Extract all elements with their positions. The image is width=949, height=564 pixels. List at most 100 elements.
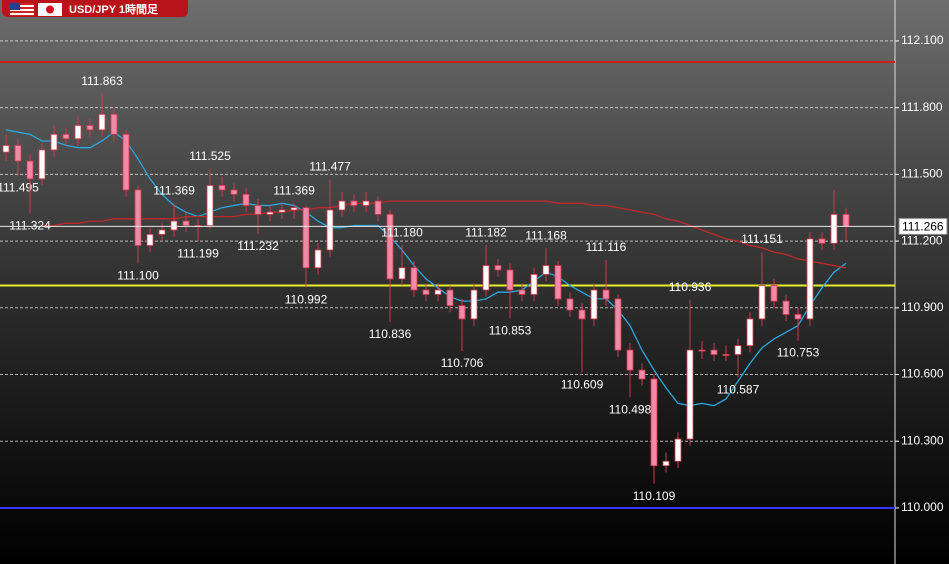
y-tick-label: 112.100 [901, 33, 944, 47]
candle-body [14, 145, 22, 162]
y-tick-label: 110.900 [901, 300, 944, 314]
candle-body [530, 274, 538, 295]
y-tick-label: 111.200 [901, 233, 943, 247]
candle-body [770, 285, 778, 302]
chart-title: USD/JPY 1時間足 [69, 3, 159, 16]
candle-body [50, 133, 58, 151]
candle-body [242, 193, 250, 206]
candle-body [422, 289, 430, 295]
candle-body [698, 349, 706, 352]
candle-body [2, 145, 10, 153]
moving-average-line [42, 200, 847, 269]
candle-body [266, 211, 274, 215]
candle-body [470, 289, 478, 320]
high-label: 111.180 [381, 226, 423, 240]
candle-body [74, 125, 82, 140]
candle-body [122, 133, 130, 191]
low-label: 110.706 [441, 356, 484, 370]
candle-body [566, 298, 574, 311]
high-label: 111.151 [741, 232, 783, 246]
candle-body [362, 200, 370, 206]
candle-body [86, 125, 94, 131]
high-label: 111.369 [273, 184, 315, 198]
candle-body [662, 460, 670, 467]
candle-body [410, 267, 418, 291]
candle-body [386, 213, 394, 280]
candle-body [818, 238, 826, 244]
candle-body [374, 200, 382, 215]
candle-body [326, 209, 334, 251]
candle-body [26, 160, 34, 180]
high-label: 111.863 [81, 74, 123, 88]
candle-body [110, 113, 118, 135]
low-label: 111.199 [177, 246, 219, 260]
candle-body [506, 269, 514, 291]
candle-body [62, 133, 70, 140]
y-tick-label: 110.000 [901, 500, 944, 514]
candle-body [302, 207, 310, 269]
candle-body [782, 300, 790, 315]
y-tick-label: 111.800 [901, 100, 943, 114]
candle-body [578, 309, 586, 320]
candle-body [278, 209, 286, 213]
y-tick-label: 110.300 [901, 433, 944, 447]
low-label: 110.753 [777, 346, 820, 360]
candle-body [170, 220, 178, 231]
candle-body [182, 220, 190, 226]
high-label: 111.168 [525, 228, 567, 242]
y-tick-label: 110.600 [901, 367, 944, 381]
candle-body [146, 234, 154, 246]
candle-body [542, 265, 550, 275]
last-price-box [898, 217, 948, 235]
candle-body [482, 265, 490, 291]
low-label: 111.324 [9, 219, 51, 233]
candle-body [554, 265, 562, 300]
candle-body [218, 185, 226, 191]
low-label: 111.232 [237, 239, 279, 253]
candle-body [290, 207, 298, 211]
candle-body [350, 200, 358, 206]
candle-body [338, 200, 346, 211]
candle-body [230, 189, 238, 195]
candle-body [650, 378, 658, 467]
candle-body [494, 265, 502, 271]
candle-body [206, 185, 214, 226]
high-label: 110.936 [669, 280, 712, 294]
candle-body [746, 318, 754, 347]
candle-body [134, 189, 142, 246]
candle-body [794, 314, 802, 320]
candle-body [518, 289, 526, 295]
symbol-header: USD/JPY 1時間足 [2, 0, 188, 17]
candle-body [590, 289, 598, 320]
low-label: 110.992 [285, 293, 328, 307]
candle-body [674, 438, 682, 462]
low-label: 111.495 [0, 181, 39, 195]
y-tick-label: 111.500 [901, 167, 943, 181]
candle-body [806, 238, 814, 320]
low-label: 110.587 [717, 383, 760, 397]
candle-body [830, 213, 838, 244]
candle-body [458, 305, 466, 320]
candle-body [434, 289, 442, 295]
low-label: 111.100 [117, 268, 159, 282]
high-label: 111.116 [586, 240, 627, 254]
moving-average-line [5, 129, 847, 407]
low-label: 110.836 [369, 327, 412, 341]
high-label: 111.477 [309, 160, 351, 174]
candle-body [842, 213, 850, 227]
candle-body [314, 249, 322, 269]
low-label: 110.498 [609, 402, 652, 416]
high-label: 111.525 [189, 149, 231, 163]
high-label: 111.369 [153, 184, 195, 198]
candle-body [686, 349, 694, 440]
flags [10, 2, 62, 16]
candle-body [446, 289, 454, 306]
candle-body [98, 113, 106, 131]
last-price-label: 111.266 [902, 220, 944, 234]
candle-body [614, 298, 622, 351]
candle-body [398, 267, 406, 280]
candle-body [158, 229, 166, 235]
candle-body [734, 345, 742, 355]
